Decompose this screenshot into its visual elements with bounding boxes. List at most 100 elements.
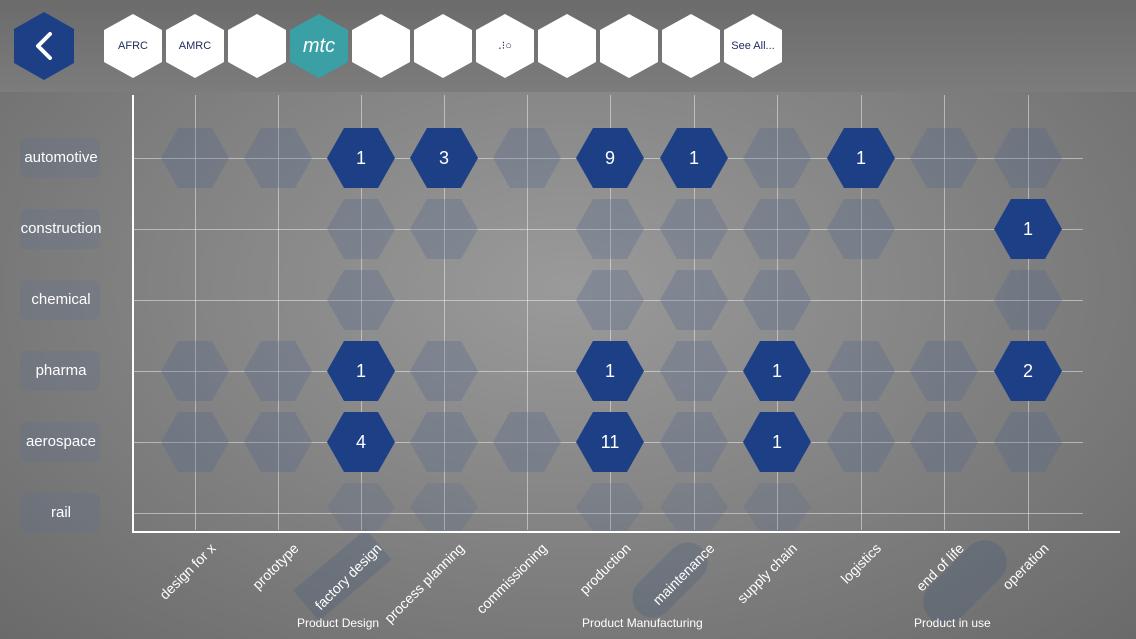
matrix-cell[interactable] [327, 270, 395, 330]
matrix-cell[interactable] [161, 341, 229, 401]
grid-line [1028, 95, 1029, 530]
matrix-cell[interactable]: 2 [994, 341, 1062, 401]
see-all-tile[interactable]: See All... [724, 14, 782, 78]
automotive-icon [20, 138, 100, 178]
matrix-cell[interactable] [660, 412, 728, 472]
matrix-cell[interactable]: 9 [576, 128, 644, 188]
matrix-cell[interactable] [410, 341, 478, 401]
matrix-cell[interactable] [910, 128, 978, 188]
grid-line [944, 95, 945, 530]
grid-line [694, 95, 695, 530]
rail-icon [20, 493, 100, 533]
matrix-cell[interactable] [161, 128, 229, 188]
matrix-cell[interactable] [244, 128, 312, 188]
matrix-cell[interactable] [660, 483, 728, 531]
matrix-cell[interactable]: 11 [576, 412, 644, 472]
matrix-cell[interactable] [743, 483, 811, 531]
dots-logo-label: ․⁝○ [498, 39, 512, 52]
matrix-cell[interactable] [827, 412, 895, 472]
grid-line [610, 95, 611, 530]
matrix-cell[interactable]: 1 [743, 341, 811, 401]
matrix-cell[interactable] [327, 199, 395, 259]
grid-line [861, 95, 862, 530]
grid-line [444, 95, 445, 530]
row-label-construction[interactable]: construction [20, 220, 102, 237]
grid-line [361, 95, 362, 530]
grid-line [527, 95, 528, 530]
castle-logo[interactable] [600, 14, 658, 78]
column-label-process-planning[interactable]: process planning [381, 540, 468, 627]
matrix-cell[interactable] [660, 199, 728, 259]
column-label-supply-chain[interactable]: supply chain [733, 540, 801, 607]
grid-line [133, 229, 1083, 230]
matrix-cell[interactable]: 1 [327, 128, 395, 188]
matrix-cell[interactable] [743, 128, 811, 188]
matrix-cell[interactable] [244, 412, 312, 472]
matrix-cell[interactable] [994, 128, 1062, 188]
matrix-cell[interactable] [410, 483, 478, 531]
afrc-logo-label: AFRC [118, 39, 148, 52]
column-label-production[interactable]: production [575, 540, 634, 598]
matrix-cell[interactable] [743, 270, 811, 330]
matrix-cell[interactable] [910, 412, 978, 472]
matrix-cell[interactable] [827, 199, 895, 259]
matrix-cell[interactable] [493, 412, 561, 472]
matrix-cell[interactable] [994, 412, 1062, 472]
chevron-left-icon [36, 32, 52, 60]
matrix-cell[interactable] [743, 199, 811, 259]
aerospace-icon [20, 422, 100, 462]
matrix-cell[interactable] [910, 341, 978, 401]
row-label-aerospace[interactable]: aerospace [25, 433, 97, 450]
group-label-manufacturing: Product Manufacturing [582, 616, 703, 630]
amrc-logo[interactable]: AMRC [166, 14, 224, 78]
matrix-cell[interactable]: 1 [994, 199, 1062, 259]
matrix-cell[interactable] [994, 270, 1062, 330]
matrix-cell[interactable] [576, 199, 644, 259]
column-label-logistics[interactable]: logistics [837, 540, 885, 587]
row-label-rail[interactable]: rail [50, 504, 71, 521]
matrix-cell[interactable] [827, 341, 895, 401]
row-label-automotive[interactable]: automotive [24, 149, 98, 166]
matrix-cell[interactable] [576, 483, 644, 531]
matrix-cell[interactable] [576, 270, 644, 330]
chemical-icon [20, 280, 100, 320]
row-label-pharma[interactable]: pharma [35, 362, 87, 379]
matrix-cell[interactable] [244, 341, 312, 401]
matrix-cell[interactable] [493, 128, 561, 188]
grid-line [777, 95, 778, 530]
back-button[interactable] [14, 12, 74, 80]
amrc-logo-label: AMRC [178, 39, 212, 52]
matrix-cell[interactable] [161, 412, 229, 472]
grid-line [278, 95, 279, 530]
matrix-cell[interactable] [660, 270, 728, 330]
star-logo[interactable] [538, 14, 596, 78]
matrix-cell[interactable]: 3 [410, 128, 478, 188]
matrix-cell[interactable]: 1 [576, 341, 644, 401]
column-label-commissioning[interactable]: commissioning [473, 540, 551, 617]
matrix-cell[interactable] [327, 483, 395, 531]
grid-line [133, 513, 1083, 514]
mtc-logo-label: mtc [302, 35, 336, 57]
matrix-cell[interactable] [410, 199, 478, 259]
construction-icon [20, 209, 100, 249]
group-label-in-use: Product in use [914, 616, 991, 630]
matrix-cell[interactable] [660, 341, 728, 401]
swirl-logo[interactable] [662, 14, 720, 78]
pharma-icon [20, 351, 100, 391]
x-axis [132, 531, 1120, 533]
matrix-cell[interactable]: 1 [827, 128, 895, 188]
matrix-cell[interactable]: 1 [660, 128, 728, 188]
group-label-design: Product Design [297, 616, 380, 630]
row-label-chemical[interactable]: chemical [31, 291, 91, 308]
column-label-design-for-x[interactable]: design for x [155, 540, 219, 603]
y-axis [132, 95, 134, 533]
matrix-cell[interactable] [410, 412, 478, 472]
grid-line [195, 95, 196, 530]
grid-line [133, 300, 1083, 301]
matrix-cell[interactable]: 1 [327, 341, 395, 401]
see-all-tile-label: See All... [731, 39, 775, 52]
matrix-cell[interactable]: 4 [327, 412, 395, 472]
matrix-cell[interactable]: 1 [743, 412, 811, 472]
column-label-prototype[interactable]: prototype [248, 540, 302, 593]
